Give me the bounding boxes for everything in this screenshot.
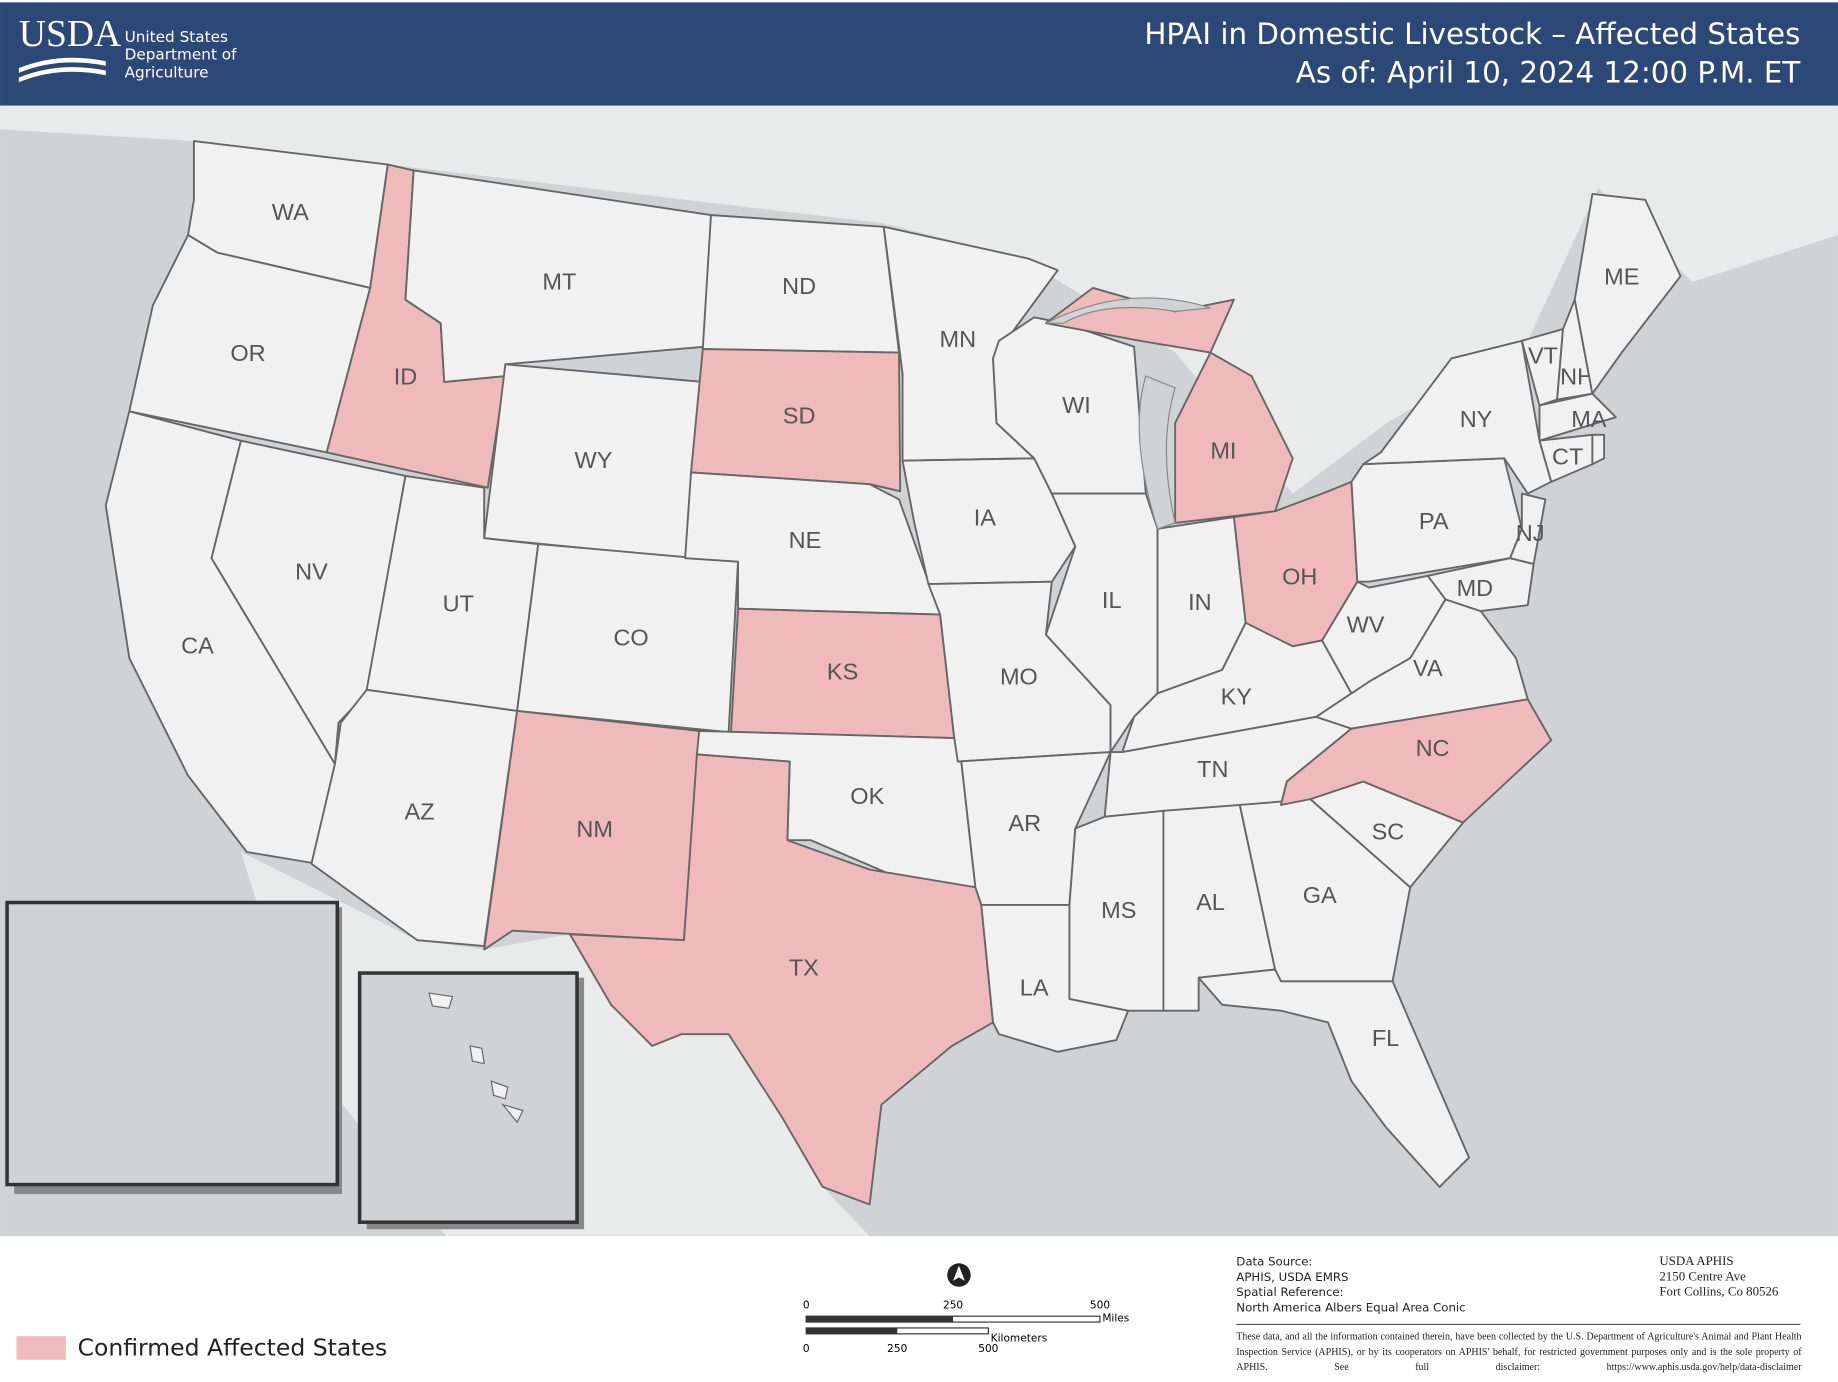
source-line: Data Source: <box>1236 1255 1312 1269</box>
agency-line: Department of <box>125 46 238 64</box>
source-line: APHIS, USDA EMRS <box>1236 1270 1348 1284</box>
state-label: OH <box>1282 563 1317 589</box>
state-label: WY <box>575 447 613 473</box>
scale-unit: Miles <box>1102 1313 1129 1325</box>
state <box>1538 392 1617 442</box>
state-label: MS <box>1101 897 1136 923</box>
state-label: CO <box>613 624 648 650</box>
state-label: NM <box>576 816 613 842</box>
state-label: CA <box>181 633 214 659</box>
agency-line: Agriculture <box>125 63 209 81</box>
state <box>1044 492 1159 754</box>
scale-tick-label: 0 <box>803 1300 810 1312</box>
state-label: NV <box>295 559 328 585</box>
state-label: UT <box>443 590 474 616</box>
subtitle: As of: April 10, 2024 12:00 P.M. ET <box>1296 56 1802 90</box>
canada <box>0 105 1838 494</box>
state <box>1573 192 1682 395</box>
state <box>1426 557 1535 613</box>
source-line: Spatial Reference: <box>1236 1285 1343 1299</box>
scale-tick-label: 0 <box>803 1343 810 1355</box>
state-label: KS <box>827 659 858 685</box>
state-label: NJ <box>1516 520 1545 546</box>
state-label: WA <box>272 199 309 225</box>
hi-islands <box>428 992 524 1124</box>
source-line: North America Albers Equal Area Conic <box>1236 1300 1465 1314</box>
state-label: IA <box>974 505 997 531</box>
address-line: Fort Collins, Co 80526 <box>1659 1284 1779 1299</box>
agency-line: United States <box>125 28 228 46</box>
state-label: FL <box>1372 1025 1399 1051</box>
state-label: PA <box>1419 508 1449 534</box>
state-label: OK <box>850 783 884 809</box>
state-label: NC <box>1416 735 1450 761</box>
state-label: WV <box>1347 612 1385 638</box>
state <box>569 753 994 1206</box>
legend-swatch <box>16 1336 66 1360</box>
address-line: USDA APHIS <box>1659 1253 1733 1268</box>
states: WA OR CA ID MT WY NV UT AZ CO NM ND SD NE KS OK TX MN IA MO… <box>46 140 1682 1206</box>
state-label: VA <box>1413 655 1443 681</box>
state-label: AZ <box>405 798 435 824</box>
state-label: MD <box>1457 575 1494 601</box>
state-label: ND <box>782 273 816 299</box>
state-label: MO <box>1000 663 1038 689</box>
address-line: 2150 Centre Ave <box>1659 1268 1746 1283</box>
state-label: WI <box>1062 392 1091 418</box>
scale-tick-label: 250 <box>887 1343 907 1355</box>
state <box>1197 968 1470 1188</box>
state-label: NE <box>789 527 822 553</box>
header-bar <box>0 2 1838 106</box>
state-label: AR <box>1008 810 1041 836</box>
logo: USDA <box>19 13 121 55</box>
inset-ak <box>5 900 340 1187</box>
state-label: IL <box>1102 587 1122 613</box>
state-label: ID <box>394 364 418 390</box>
disclaimer: These data, and all the information cont… <box>1236 1330 1802 1373</box>
logo-mark <box>18 57 106 83</box>
state-label: ME <box>1604 264 1639 290</box>
scale-tick-label: 500 <box>978 1343 998 1355</box>
legend-label: Confirmed Affected States <box>78 1334 388 1362</box>
scale-segment <box>806 1316 954 1323</box>
state-label: TX <box>789 955 819 981</box>
state-label: MA <box>1571 406 1607 432</box>
state-label: TN <box>1197 756 1228 782</box>
state-label: NY <box>1460 406 1493 432</box>
title: HPAI in Domestic Livestock – Affected St… <box>1144 17 1800 51</box>
scale-unit: Kilometers <box>991 1333 1048 1345</box>
state <box>690 348 902 493</box>
scale-segment <box>806 1327 898 1334</box>
state-label: MN <box>940 326 977 352</box>
scale-tick-label: 500 <box>1090 1300 1110 1312</box>
state <box>1280 698 1553 824</box>
scale-tick-label: 250 <box>943 1300 963 1312</box>
great-lakes <box>1045 297 1211 530</box>
state-label: SD <box>783 402 816 428</box>
state-label: KY <box>1221 683 1253 709</box>
state-label: VT <box>1528 342 1558 368</box>
state-ri <box>1591 433 1606 466</box>
state-label: LA <box>1020 975 1049 1001</box>
disclaimer-box: These data, and all the information cont… <box>1236 1330 1802 1373</box>
state-label: MT <box>542 268 576 294</box>
state-label: AL <box>1196 889 1225 915</box>
state-label: CT <box>1552 444 1583 470</box>
state-label: IN <box>1188 589 1212 615</box>
state-label: MI <box>1210 438 1236 464</box>
state-label: GA <box>1303 882 1337 908</box>
inset-hi <box>357 971 579 1224</box>
state-label: OR <box>230 340 265 366</box>
footer <box>0 1236 1838 1382</box>
state-label: SC <box>1372 818 1405 844</box>
north-arrow <box>953 1265 965 1281</box>
